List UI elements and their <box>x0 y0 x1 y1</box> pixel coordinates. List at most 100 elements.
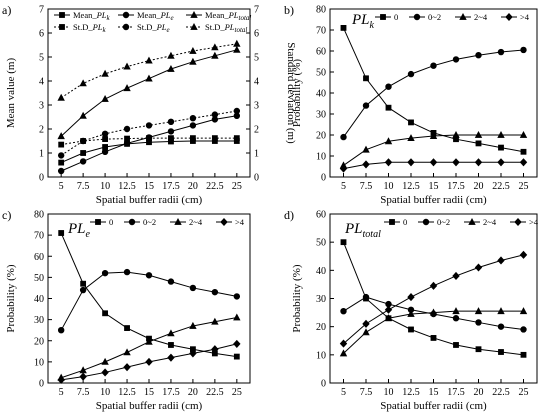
series-line-2 <box>61 317 237 379</box>
data-point <box>123 348 131 356</box>
data-point <box>475 346 482 353</box>
data-point <box>146 135 152 142</box>
y-tick-label: 0 <box>321 173 326 184</box>
legend-marker <box>220 217 228 227</box>
legend-marker <box>505 12 513 22</box>
panel-c: c) 5 7.5 10 12.5 15 17.5 20 22.5 25 0 10 20 30 40 50 60 7… <box>2 208 251 412</box>
x-tick-label: 7.5 <box>77 181 90 192</box>
panel-letter: c) <box>2 208 11 222</box>
y-tick-label: 20 <box>316 131 326 142</box>
data-point <box>233 39 241 47</box>
x-tick-label: 7.5 <box>360 181 373 192</box>
series-line-3 <box>343 254 524 344</box>
plot-frame <box>329 213 538 384</box>
x-tick-label: 22.5 <box>206 181 224 192</box>
x-tick-label: 5 <box>59 387 64 398</box>
x-tick-label: 10 <box>384 387 394 398</box>
panel-letter: a) <box>2 3 11 17</box>
data-point <box>57 93 65 101</box>
data-point <box>189 321 197 329</box>
data-point <box>384 314 393 322</box>
panel-d: d) 5 7.5 10 12.5 15 17.5 20 22.5 25 0 10 20 30 40 50 60 S… <box>284 208 539 412</box>
panel-title-main: PL <box>67 221 86 237</box>
data-point <box>189 57 197 65</box>
legend-label: >4 <box>529 217 539 227</box>
data-point <box>57 132 65 140</box>
y-tick-label: 0 <box>321 379 326 390</box>
data-point <box>80 150 87 156</box>
legend-label: 0~2 <box>143 217 156 227</box>
data-point <box>167 353 175 362</box>
x-tick-label: 17.5 <box>447 181 465 192</box>
y-right-tick-label: 6 <box>254 29 259 40</box>
x-tick-label: 15 <box>144 181 154 192</box>
data-point <box>407 70 415 78</box>
y-right-tick-label: 0 <box>254 173 259 184</box>
x-tick-label: 12.5 <box>118 181 136 192</box>
legend-label: Mean_PLk <box>73 10 111 22</box>
y-tick-label: 1 <box>39 149 44 160</box>
y-tick-label: 10 <box>34 357 44 368</box>
data-point <box>362 319 370 328</box>
x-axis-label: Spatial buffer radii (cm) <box>380 400 487 412</box>
data-point <box>384 305 393 314</box>
y-tick-label: 80 <box>316 5 326 16</box>
data-point <box>57 375 65 384</box>
data-point <box>145 272 153 279</box>
data-point <box>497 130 505 138</box>
data-point <box>475 319 482 326</box>
data-point <box>79 372 87 381</box>
x-tick-label: 7.5 <box>77 387 90 398</box>
y-tick-label: 0 <box>39 379 44 390</box>
x-tick-label: 17.5 <box>447 387 465 398</box>
y-tick-label: 70 <box>316 26 326 37</box>
y-tick-label: 3 <box>39 101 44 112</box>
data-point <box>167 278 175 285</box>
y-tick-label: 40 <box>316 89 326 100</box>
data-point <box>123 268 131 276</box>
legend-label: St.D_PLe <box>137 22 170 34</box>
data-point <box>407 309 415 317</box>
legend-label: 0~2 <box>428 12 441 22</box>
data-point <box>211 345 219 354</box>
x-tick-label: 25 <box>519 387 529 398</box>
y-tick-label: 40 <box>316 266 326 277</box>
legend-label: 0 <box>403 217 407 227</box>
data-point <box>79 137 87 145</box>
series-line-1 <box>60 271 237 331</box>
data-point <box>520 351 527 358</box>
data-point <box>475 51 482 59</box>
data-point <box>520 326 527 333</box>
data-point <box>80 280 87 287</box>
data-point <box>233 135 240 142</box>
y-right-tick-label: 7 <box>254 5 259 16</box>
legend-marker <box>190 10 198 18</box>
legend-marker <box>59 12 65 18</box>
data-point <box>123 62 131 70</box>
panel-title: PLe <box>67 221 91 240</box>
legend-marker <box>122 23 130 31</box>
data-point <box>145 56 153 64</box>
plot-frame <box>47 8 251 178</box>
x-tick-label: 25 <box>232 181 242 192</box>
y-tick-label: 60 <box>316 210 326 221</box>
x-tick-label: 20 <box>474 387 484 398</box>
data-point <box>498 144 504 151</box>
data-point <box>211 317 219 325</box>
x-tick-label: 17.5 <box>162 387 180 398</box>
data-point <box>452 307 460 315</box>
data-point <box>340 24 347 31</box>
x-tick-label: 10 <box>100 387 110 398</box>
data-point <box>233 339 241 348</box>
y-tick-label: 50 <box>34 273 44 284</box>
legend-marker <box>380 14 386 20</box>
data-point <box>57 326 65 334</box>
data-point <box>430 62 437 69</box>
legend-marker <box>459 12 467 20</box>
y-right-tick-label: 2 <box>254 125 259 136</box>
data-point <box>452 56 460 63</box>
legend-label: 0~2 <box>437 217 450 227</box>
x-tick-label: 12.5 <box>118 387 136 398</box>
data-point <box>101 94 109 102</box>
y-axis-label: Probability (%) <box>5 264 17 332</box>
